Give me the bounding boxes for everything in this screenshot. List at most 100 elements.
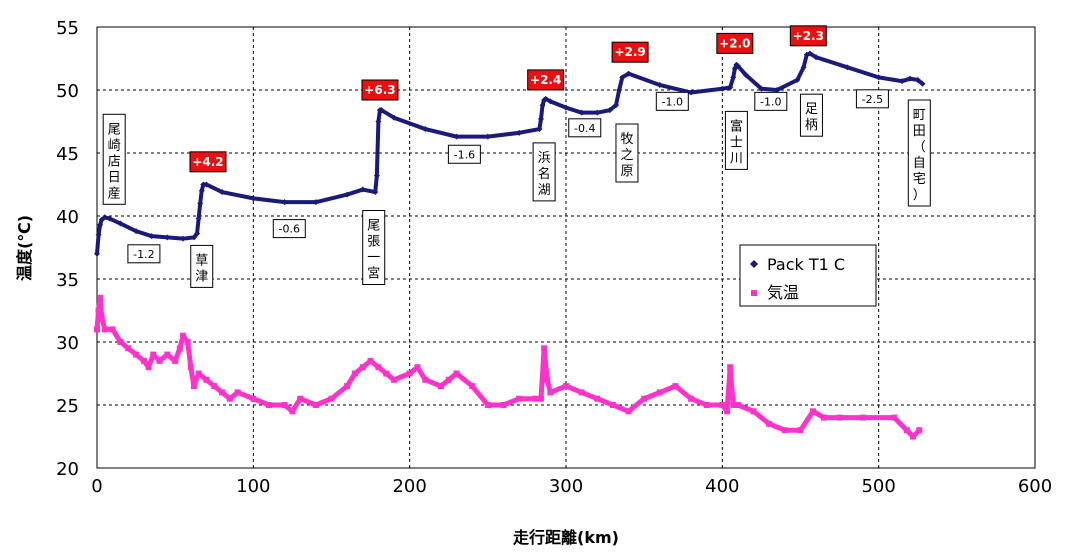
data-point: [422, 376, 429, 383]
data-point: [372, 189, 379, 196]
location-label-char: 崎: [108, 138, 121, 153]
data-point: [172, 357, 179, 364]
location-label-char: 川: [730, 151, 743, 166]
data-point: [195, 370, 202, 377]
location-label-box: [190, 244, 214, 288]
data-point: [724, 408, 731, 415]
location-label-char: 士: [730, 135, 743, 150]
location-label-char: 産: [108, 185, 121, 201]
data-point: [537, 395, 544, 402]
data-point: [547, 98, 554, 105]
data-point: [344, 191, 351, 198]
data-point: [730, 74, 737, 81]
drop-label: -1.2: [133, 248, 154, 261]
data-point: [656, 389, 663, 396]
rise-label: +4.2: [192, 155, 223, 169]
legend-box: [739, 244, 877, 307]
data-point: [547, 389, 554, 396]
drop-label: -2.5: [862, 93, 883, 106]
data-point: [609, 402, 616, 408]
data-point: [625, 70, 632, 77]
data-point: [875, 74, 882, 81]
location-label-box: [724, 110, 748, 170]
data-point: [226, 395, 233, 402]
location-label-box: [799, 93, 823, 137]
data-point: [800, 64, 807, 71]
data-point: [125, 345, 132, 352]
data-point: [484, 402, 491, 408]
data-point: [578, 389, 585, 396]
data-point: [542, 95, 549, 102]
data-point: [195, 215, 202, 222]
data-point: [641, 395, 648, 402]
data-point: [919, 80, 926, 87]
data-point: [820, 414, 827, 421]
location-label-char: 柄: [805, 118, 818, 133]
data-point: [703, 402, 710, 408]
data-point: [97, 221, 104, 228]
series-pack-t1c: [94, 50, 926, 257]
data-point: [200, 181, 207, 188]
data-point: [179, 235, 186, 242]
x-tick-label-400: 400: [705, 476, 739, 497]
data-point: [453, 133, 460, 140]
data-point: [916, 427, 923, 434]
data-point: [297, 395, 304, 402]
data-point: [781, 427, 788, 434]
data-point: [406, 370, 413, 377]
rise-label-box: [527, 69, 565, 91]
data-point: [613, 102, 620, 109]
data-point: [133, 228, 140, 235]
location-label-char: 浜: [538, 151, 551, 166]
data-point: [211, 383, 218, 390]
data-point: [903, 427, 910, 434]
data-point: [537, 115, 544, 122]
rise-label: +2.9: [614, 45, 645, 59]
y-tick-label-50: 50: [56, 81, 79, 102]
data-point: [106, 215, 113, 222]
data-point: [730, 402, 737, 408]
data-point: [219, 189, 226, 196]
data-point: [914, 76, 921, 83]
location-label-box: [532, 142, 556, 202]
location-label-char: 日: [108, 170, 121, 185]
data-point: [184, 339, 191, 345]
drop-label: -1.0: [760, 95, 781, 108]
location-label-char: 尾: [367, 219, 380, 234]
x-tick-label-200: 200: [392, 476, 426, 497]
data-point: [176, 345, 183, 352]
drop-label-box: [655, 91, 689, 111]
location-label-char: 津: [195, 269, 208, 284]
data-point: [910, 433, 917, 440]
drop-label: -1.6: [454, 148, 475, 161]
data-point: [198, 187, 205, 194]
x-tick-label-300: 300: [549, 476, 583, 497]
data-point: [383, 370, 390, 377]
drop-label-box: [754, 91, 788, 111]
data-point: [145, 364, 152, 371]
data-point: [95, 231, 102, 238]
series-air-temp: [94, 294, 923, 440]
data-point: [148, 233, 155, 240]
drop-label: -0.4: [574, 122, 595, 135]
location-label-char: 牧: [620, 132, 633, 147]
rise-label: +2.3: [793, 29, 824, 43]
drop-label-box: [568, 118, 602, 138]
data-point: [750, 408, 757, 415]
data-point: [899, 78, 906, 85]
data-point: [544, 376, 551, 383]
data-point: [190, 234, 197, 241]
y-tick-label-30: 30: [56, 333, 79, 354]
data-point: [194, 230, 201, 237]
data-point: [774, 87, 781, 93]
data-point: [688, 395, 695, 402]
y-tick-label-35: 35: [56, 270, 79, 291]
data-point: [453, 370, 460, 377]
location-label-char: 之: [620, 148, 633, 163]
data-point: [719, 85, 726, 92]
data-point: [734, 402, 741, 408]
data-point: [469, 383, 476, 390]
y-tick-label-25: 25: [56, 396, 79, 417]
tick-labels: 0 100 200 300 400 500 600 20 25 30 35 40 45 50 55: [56, 18, 1052, 497]
drop-label-box: [127, 244, 161, 264]
